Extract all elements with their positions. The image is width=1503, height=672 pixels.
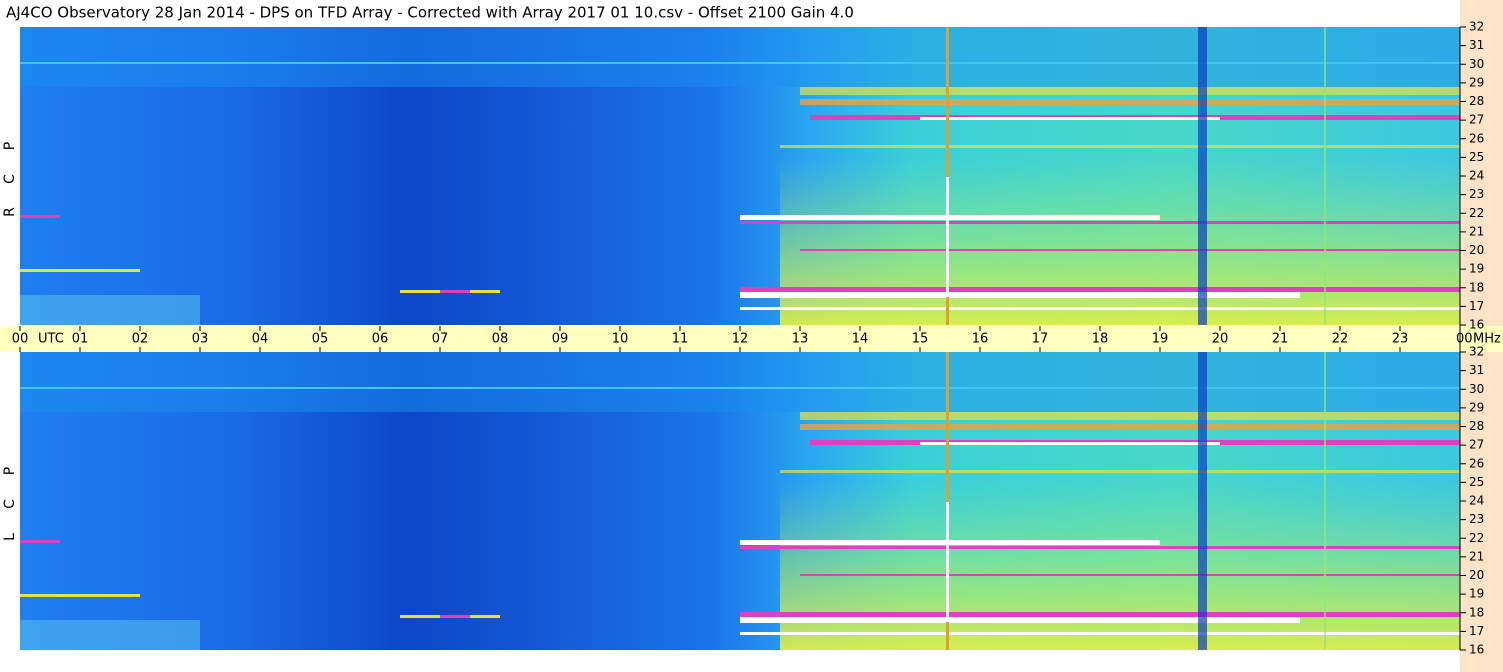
x-tick-label: 13 — [792, 332, 809, 347]
x-tick-label: 18 — [1092, 332, 1109, 347]
y-axis-label: MHz — [1473, 332, 1501, 347]
y-tick-label: 19 — [1469, 262, 1484, 276]
x-tick-label: 21 — [1272, 332, 1289, 347]
y-tick-label: 19 — [1469, 587, 1484, 601]
y-tick-label: 20 — [1469, 243, 1484, 257]
x-tick-label: 19 — [1152, 332, 1169, 347]
y-tick-label: 23 — [1469, 187, 1484, 201]
panel-label: C — [2, 499, 18, 509]
y-tick-label: 29 — [1469, 400, 1484, 414]
y-tick-label: 24 — [1469, 169, 1484, 183]
y-tick-label: 31 — [1469, 38, 1484, 52]
y-tick-label: 30 — [1469, 382, 1484, 396]
x-tick-label: 15 — [912, 332, 929, 347]
y-tick-label: 30 — [1469, 57, 1484, 71]
y-tick-label: 32 — [1469, 345, 1484, 359]
x-tick-label: 11 — [672, 332, 689, 347]
y-tick-label: 18 — [1469, 280, 1484, 294]
x-tick-label: 16 — [972, 332, 989, 347]
x-tick-label: 07 — [432, 332, 449, 347]
x-tick-label: 12 — [732, 332, 749, 347]
y-tick-label: 22 — [1469, 531, 1484, 545]
y-tick-label: 26 — [1469, 131, 1484, 145]
panel-label: L — [2, 533, 18, 541]
y-tick-label: 27 — [1469, 438, 1484, 452]
x-tick-label: 09 — [552, 332, 569, 347]
y-tick-label: 28 — [1469, 94, 1484, 108]
y-tick-label: 29 — [1469, 75, 1484, 89]
y-tick-label: 28 — [1469, 419, 1484, 433]
x-tick-label: 22 — [1332, 332, 1349, 347]
y-tick-label: 16 — [1469, 643, 1484, 657]
x-tick-label: 00 — [12, 332, 29, 347]
spectrogram-lcp — [20, 352, 1460, 650]
x-tick-label: 17 — [1032, 332, 1049, 347]
y-tick-label: 25 — [1469, 150, 1484, 164]
x-tick-label: 10 — [612, 332, 629, 347]
y-tick-label: 23 — [1469, 512, 1484, 526]
x-tick-label: 06 — [372, 332, 389, 347]
x-tick-label: 02 — [132, 332, 149, 347]
panel-label: P — [2, 142, 18, 150]
y-tick-label: 17 — [1469, 624, 1484, 638]
spectrogram-rcp — [20, 27, 1460, 325]
x-tick-label: 01 — [72, 332, 89, 347]
y-tick-label: 25 — [1469, 475, 1484, 489]
x-tick-label: 03 — [192, 332, 209, 347]
y-tick-label: 27 — [1469, 113, 1484, 127]
x-tick-label: 23 — [1392, 332, 1409, 347]
panel-label: C — [2, 174, 18, 184]
y-tick-label: 17 — [1469, 299, 1484, 313]
x-tick-label: 08 — [492, 332, 509, 347]
panel-label: R — [2, 207, 18, 217]
panel-label: P — [2, 467, 18, 475]
y-tick-label: 26 — [1469, 456, 1484, 470]
x-tick-label: 00 — [1456, 332, 1473, 347]
time-axis-bar — [0, 326, 1503, 352]
x-tick-label: 14 — [852, 332, 869, 347]
y-tick-label: 24 — [1469, 494, 1484, 508]
x-axis-label: UTC — [38, 332, 64, 347]
x-tick-label: 04 — [252, 332, 269, 347]
y-tick-label: 31 — [1469, 363, 1484, 377]
y-tick-label: 20 — [1469, 568, 1484, 582]
y-tick-label: 22 — [1469, 206, 1484, 220]
y-tick-label: 32 — [1469, 20, 1484, 34]
x-tick-label: 05 — [312, 332, 329, 347]
chart-title: AJ4CO Observatory 28 Jan 2014 - DPS on T… — [6, 4, 854, 22]
x-tick-label: 20 — [1212, 332, 1229, 347]
y-tick-label: 21 — [1469, 549, 1484, 563]
y-tick-label: 16 — [1469, 318, 1484, 332]
y-tick-label: 21 — [1469, 224, 1484, 238]
y-tick-label: 18 — [1469, 605, 1484, 619]
